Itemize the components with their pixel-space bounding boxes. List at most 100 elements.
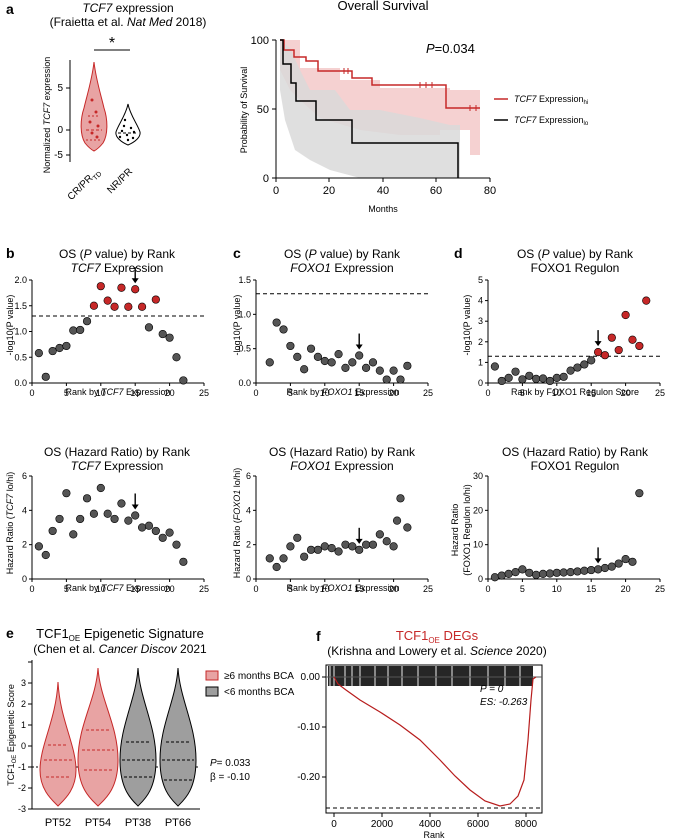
- panel-a-letter: a: [6, 1, 14, 17]
- d_top-point: [621, 310, 630, 320]
- b_bottom-xtick-label: 20: [165, 584, 175, 594]
- d_bottom-point: [497, 571, 506, 580]
- panel-f: f TCF1OE DEGs (Krishna and Lowery et al.…: [297, 628, 547, 839]
- e-stat-beta: β = -0.10: [210, 772, 250, 783]
- panel-f-letter: f: [316, 628, 321, 644]
- d_top-point: [635, 341, 644, 351]
- b_top-point: [34, 349, 43, 358]
- b_top-point: [89, 301, 99, 310]
- km-ylabel: Probability of Survival: [239, 67, 249, 154]
- d_bottom-point: [559, 568, 568, 577]
- c_bottom-ytick-label: 6: [246, 471, 251, 481]
- d_top-ytick-label: 3: [478, 316, 483, 326]
- c_bottom-point: [286, 542, 295, 551]
- d_bottom-point: [538, 569, 548, 578]
- f-ytick-010: -0.10: [297, 722, 320, 733]
- c_top-xtick-label: 5: [288, 388, 293, 398]
- d_bottom-point: [545, 569, 555, 578]
- e-group-pt66: PT66: [165, 817, 191, 829]
- c_top-point: [320, 356, 329, 366]
- b_top-point: [48, 346, 57, 356]
- d-bottom-ylabel-1: Hazard Ratio: [450, 504, 460, 557]
- d-top-ylabel: -log10(P value): [462, 295, 472, 356]
- d_bottom-plot: 0 5 10 15 20 25 0 10 20 30: [473, 471, 665, 594]
- f-xtick-0: 0: [331, 819, 337, 830]
- c_top-point: [361, 363, 371, 372]
- b_bottom-xtick-label: 10: [96, 584, 106, 594]
- significance-star: *: [109, 35, 115, 52]
- d_bottom-point: [635, 489, 644, 498]
- c_top-ytick-label: 0.0: [238, 378, 251, 388]
- d_top-point: [511, 367, 520, 376]
- b_bottom-arrow-head: [131, 504, 139, 510]
- c_bottom-point: [403, 523, 412, 532]
- e-group-pt54: PT54: [85, 817, 111, 829]
- km-hi-curve: [280, 39, 480, 109]
- d_bottom-point: [525, 568, 534, 577]
- c_top-point: [341, 363, 350, 372]
- d_top-point: [497, 376, 506, 386]
- violin-group-nrpr: NR/PR: [105, 166, 135, 196]
- d_top-ytick-label: 5: [478, 275, 483, 285]
- d_bottom-point: [628, 557, 637, 566]
- c_bottom-point: [355, 545, 364, 554]
- f-xtick-4000: 4000: [419, 819, 442, 830]
- b_top-point: [117, 283, 126, 292]
- violin-pt38: [119, 667, 157, 807]
- b_top-plot: 0 5 10 15 20 25 0.0 0.5 1.0 1.5 2.0: [14, 267, 209, 398]
- b_bottom-point: [165, 528, 174, 537]
- b_bottom-ytick-label: 0: [22, 574, 27, 584]
- b_bottom-point: [117, 499, 126, 508]
- b_top-point: [172, 353, 181, 362]
- b_top-point: [158, 329, 167, 339]
- c_top-ytick-label: 1.0: [238, 309, 251, 319]
- b_bottom-point: [144, 521, 154, 530]
- e-legend-ge6: ≥6 months BCA: [224, 671, 294, 682]
- b_bottom-point: [62, 489, 71, 498]
- d_top-xtick-label: 0: [485, 388, 490, 398]
- c_top-point: [286, 341, 295, 351]
- c_top-xtick-label: 15: [354, 388, 364, 398]
- b_top-point: [62, 341, 71, 351]
- c_bottom-point: [368, 540, 378, 549]
- d_bottom-xtick-label: 25: [655, 584, 665, 594]
- d_bottom-xtick-label: 5: [520, 584, 525, 594]
- km-ytick-50: 50: [257, 104, 269, 116]
- d_top-xtick-label: 20: [621, 388, 631, 398]
- c_top-arrow-head: [355, 344, 363, 350]
- b-bottom-ylabel: Hazard Ratio (TCF7 lo/hi): [5, 472, 15, 575]
- b_bottom-ytick-label: 4: [22, 505, 27, 515]
- e-ytick-0: 0: [21, 741, 26, 751]
- violin-ytick-neg5: -5: [54, 150, 63, 161]
- c_bottom-point: [375, 530, 384, 539]
- c_bottom-plot: 0 5 10 15 20 25 0 2 4 6: [246, 471, 433, 594]
- b_bottom-point: [124, 516, 133, 525]
- e-ytick-neg1: -1: [18, 762, 26, 772]
- e-stat-p: P= 0.033: [210, 758, 251, 769]
- d_top-point: [580, 360, 589, 369]
- c_bottom-point: [327, 543, 336, 553]
- km-lo-curve: [280, 39, 459, 178]
- c_bottom-point: [279, 554, 288, 563]
- b_bottom-ytick-label: 6: [22, 471, 27, 481]
- b_top-point: [82, 317, 92, 326]
- violin-pt66: [159, 667, 197, 807]
- c_top-plot: 0 5 10 15 20 25 0.0 0.5 1.0 1.5: [238, 275, 433, 398]
- d_top-point: [607, 333, 616, 342]
- b_top-xtick-label: 20: [165, 388, 175, 398]
- d_bottom-point: [587, 565, 596, 575]
- b_top-point: [144, 323, 154, 332]
- c_top-xtick-label: 25: [423, 388, 433, 398]
- d-bottom-ylabel-2: (FOXO1 Regulon lo/hi): [462, 484, 472, 576]
- c_top-xtick-label: 0: [253, 388, 258, 398]
- d_bottom-ytick-label: 0: [478, 574, 483, 584]
- c_top-xtick-label: 20: [389, 388, 399, 398]
- b-top-subtitle: TCF7 Expression: [71, 261, 164, 275]
- km-xtick-0: 0: [273, 185, 279, 197]
- b_bottom-point: [89, 509, 99, 518]
- c-bottom-title: OS (Hazard Ratio) by Rank: [269, 445, 416, 459]
- c_bottom-xtick-label: 25: [423, 584, 433, 594]
- b-top-xlabel: Rank by TCF7 Expression: [65, 387, 170, 397]
- c_top-point: [396, 375, 405, 384]
- b_bottom-point: [103, 509, 112, 518]
